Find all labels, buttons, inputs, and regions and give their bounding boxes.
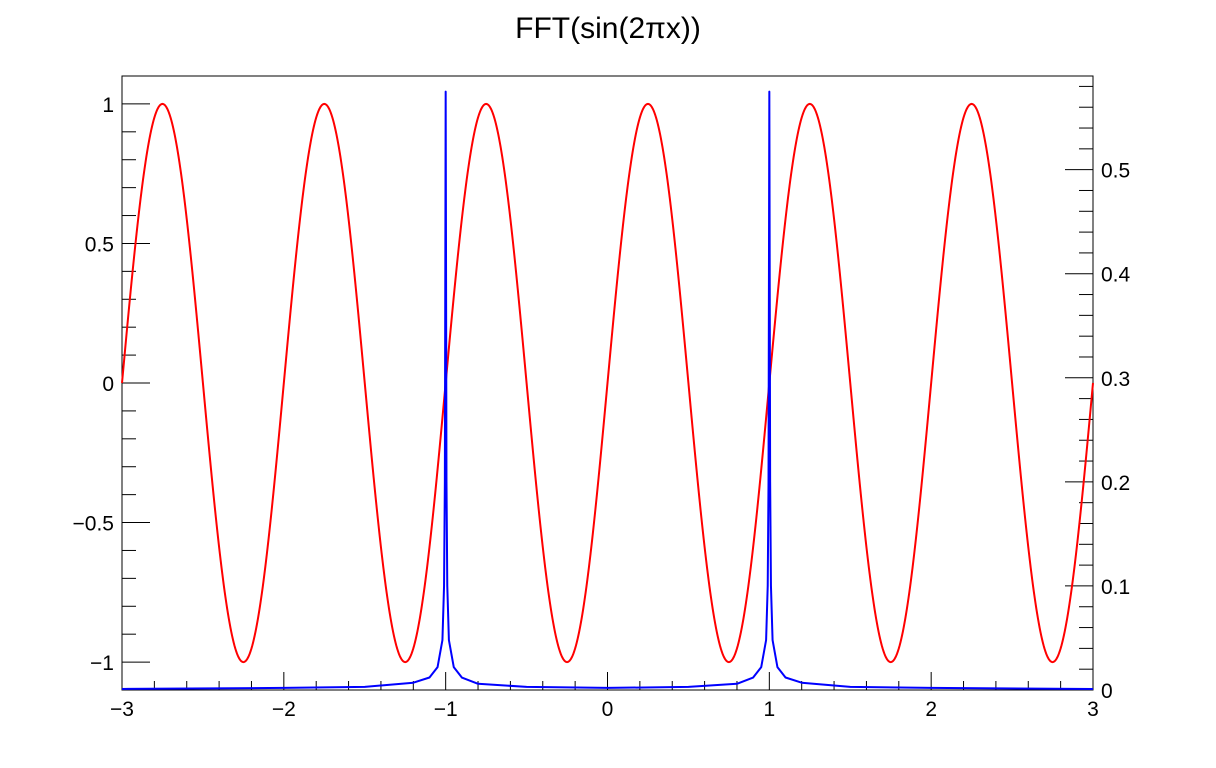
- x-tick-label: 3: [1087, 698, 1099, 721]
- y-left-tick-label: −0.5: [73, 513, 114, 536]
- y-right-tick-label: 0.1: [1101, 576, 1130, 599]
- y-left-tick-label: 1: [102, 94, 114, 117]
- y-right-tick-label: 0.5: [1101, 160, 1130, 183]
- x-tick-label: 0: [602, 698, 614, 721]
- y-right-tick-label: 0: [1101, 680, 1113, 703]
- tick-labels: −3 −2 −1 0 1 2 3 −1 −0.5 0 0.5 1 0 0.1 0.2 0.3 0.4 0.5: [73, 94, 1131, 721]
- x-tick-label: −3: [110, 698, 134, 721]
- sine-series-line: [121, 102, 1094, 664]
- y-left-tick-label: 0: [102, 373, 114, 396]
- y-left-tick-label: 0.5: [85, 233, 114, 256]
- series-layer: [121, 90, 1094, 690]
- chart-title: FFT(sin(2πx)): [515, 12, 701, 45]
- y-right-tick-label: 0.3: [1101, 368, 1130, 391]
- y-right-tick-label: 0.4: [1101, 264, 1131, 287]
- y-right-tick-label: 0.2: [1101, 472, 1130, 495]
- x-tick-label: 1: [763, 698, 775, 721]
- x-tick-label: 2: [925, 698, 937, 721]
- x-tick-label: −2: [272, 698, 296, 721]
- x-tick-label: −1: [434, 698, 458, 721]
- y-left-tick-label: −1: [90, 652, 114, 675]
- fft-series-line: [121, 90, 1094, 690]
